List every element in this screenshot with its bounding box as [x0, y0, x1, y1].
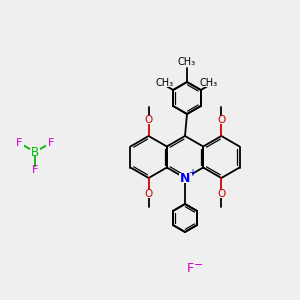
Text: CH₃: CH₃: [178, 57, 196, 67]
Text: O: O: [145, 189, 153, 199]
Bar: [178, 173, 191, 183]
Text: −: −: [194, 260, 204, 270]
Text: +: +: [188, 168, 196, 178]
Text: B: B: [31, 146, 39, 158]
Text: F: F: [186, 262, 194, 275]
Text: O: O: [217, 189, 226, 199]
Bar: [216, 116, 226, 124]
Bar: [31, 167, 40, 173]
Text: N: N: [180, 172, 190, 184]
Bar: [30, 148, 40, 156]
Text: O: O: [217, 115, 226, 125]
Bar: [200, 79, 218, 87]
Text: CH₃: CH₃: [200, 78, 218, 88]
Bar: [216, 190, 226, 198]
Bar: [15, 140, 24, 146]
Bar: [46, 140, 55, 146]
Bar: [144, 116, 154, 124]
Text: F: F: [47, 138, 54, 148]
Text: CH₃: CH₃: [156, 78, 174, 88]
Bar: [179, 58, 195, 66]
Bar: [156, 79, 174, 87]
Text: F: F: [32, 165, 38, 175]
Text: F: F: [16, 138, 22, 148]
Text: O: O: [145, 115, 153, 125]
Bar: [144, 190, 154, 198]
